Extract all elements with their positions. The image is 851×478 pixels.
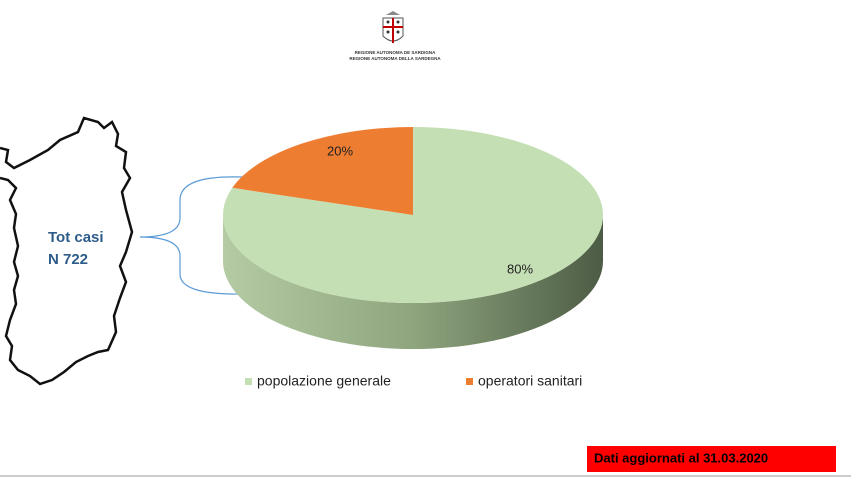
legend-swatch <box>466 378 473 385</box>
annotation: Tot casi <box>48 229 104 246</box>
pie-slice <box>232 127 413 215</box>
logo-text: REGIONE AUTONOMA DE SARDIGNA <box>355 50 437 55</box>
pie: 80% 20% <box>223 127 603 349</box>
brace <box>139 176 243 295</box>
pie-slice <box>223 127 603 304</box>
annotation: N 722 <box>48 251 88 268</box>
data-label: 20% <box>327 143 353 158</box>
legend-swatch <box>245 378 252 385</box>
logo <box>382 11 404 43</box>
footer-note: Dati aggiornati al 31.03.2020 <box>594 450 768 465</box>
logo-text: REGIONE AUTONOMA DELLA SARDEGNA <box>349 56 441 61</box>
pie-side <box>223 215 603 349</box>
data-label: 80% <box>507 261 533 276</box>
legend-label: popolazione generale <box>257 373 391 389</box>
note-box <box>587 446 836 472</box>
legend-label: operatori sanitari <box>478 373 582 389</box>
map-outline <box>0 116 134 386</box>
